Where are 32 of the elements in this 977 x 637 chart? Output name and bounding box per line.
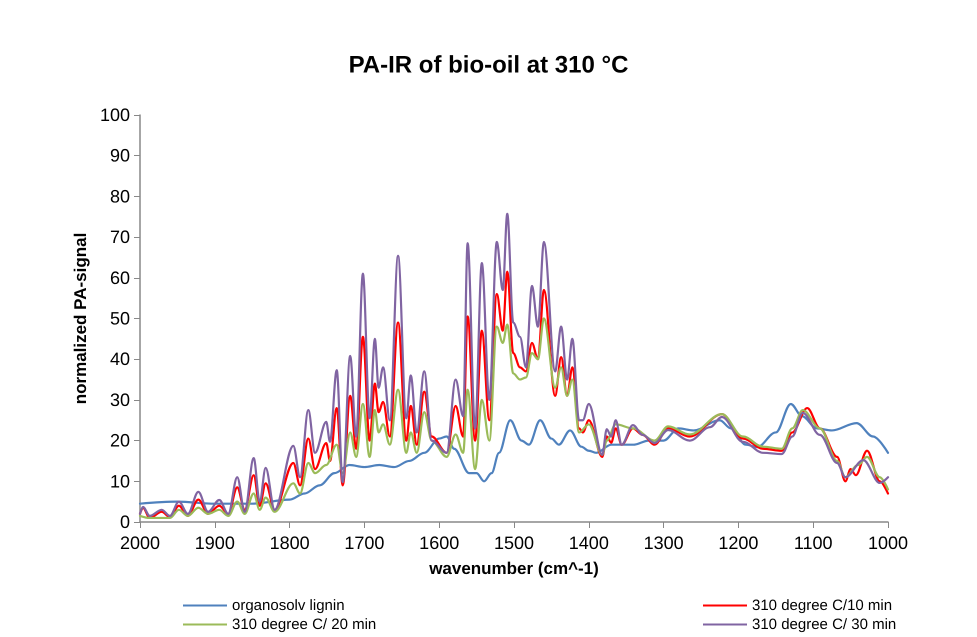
x-tick-label: 1100 xyxy=(794,533,833,553)
x-tick-label: 1800 xyxy=(270,533,310,553)
y-tick-label: 30 xyxy=(110,390,130,410)
x-tick-label: 1000 xyxy=(868,533,908,553)
x-tick-label: 2000 xyxy=(120,533,160,553)
x-tick-label: 1600 xyxy=(419,533,460,553)
legend-label: organosolv lignin xyxy=(232,597,345,614)
y-tick-label: 60 xyxy=(110,268,130,288)
x-tick-label: 1400 xyxy=(568,533,609,553)
y-tick-label: 70 xyxy=(110,227,130,248)
y-tick-label: 10 xyxy=(110,471,130,492)
x-tick-label: 1700 xyxy=(344,533,384,553)
line-series xyxy=(138,212,890,517)
y-tick-label: 90 xyxy=(110,146,130,166)
y-tick-label: 40 xyxy=(110,349,130,370)
y-tick-label: 50 xyxy=(110,308,130,328)
x-tick-label: 1300 xyxy=(644,533,684,553)
chart-title: PA-IR of bio-oil at 310 °C xyxy=(348,52,628,78)
legend-label: 310 degree C/ 20 min xyxy=(232,616,376,633)
x-axis-title: wavenumber (cm^-1) xyxy=(428,559,599,578)
legend-label: 310 degree C/ 30 min xyxy=(752,616,896,633)
y-tick-label: 20 xyxy=(110,430,130,451)
line-series xyxy=(138,317,890,520)
x-tick-label: 1200 xyxy=(718,533,758,553)
y-tick-label: 100 xyxy=(100,105,130,125)
y-tick-label: 80 xyxy=(110,186,130,206)
x-tick-label: 1500 xyxy=(494,533,534,553)
line-series xyxy=(138,402,890,505)
legend-label: 310 degree C/10 min xyxy=(752,597,892,614)
y-tick-label: 0 xyxy=(120,512,130,532)
y-axis-title: normalized PA-signal xyxy=(71,232,90,404)
x-tick-label: 1900 xyxy=(194,533,235,553)
